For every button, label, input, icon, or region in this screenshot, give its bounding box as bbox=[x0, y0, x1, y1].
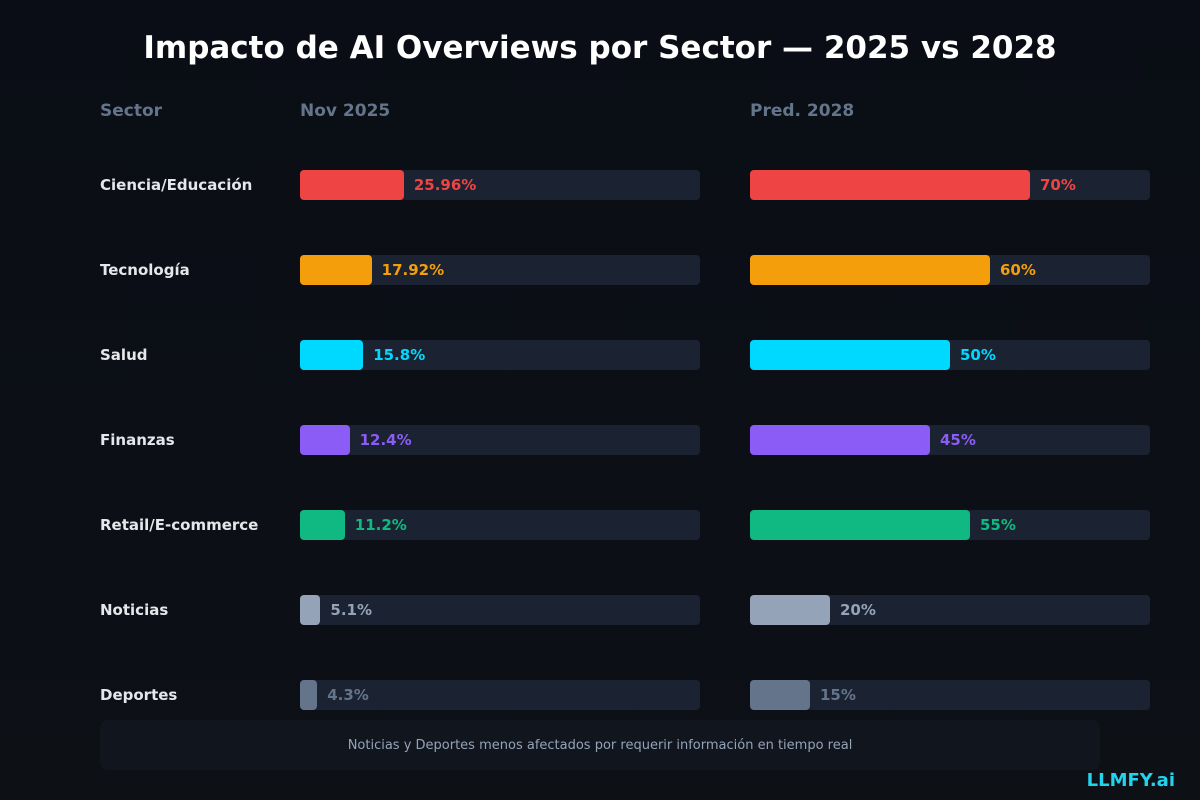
bar-2025 bbox=[300, 255, 372, 285]
bar-2025 bbox=[300, 340, 364, 370]
category-label: Finanzas bbox=[100, 431, 175, 449]
bar-track: 20% bbox=[750, 595, 1150, 625]
bar-2025 bbox=[300, 170, 404, 200]
bar-track: 45% bbox=[750, 425, 1150, 455]
data-label: 15.8% bbox=[373, 346, 426, 364]
chart-row: Salud 15.8% 50% bbox=[0, 340, 1200, 370]
chart-row: Retail/E-commerce 11.2% 55% bbox=[0, 510, 1200, 540]
bar-2028 bbox=[750, 170, 1030, 200]
bar-2025 bbox=[300, 680, 318, 710]
bar-2028 bbox=[750, 425, 930, 455]
bar-track: 55% bbox=[750, 510, 1150, 540]
chart-row: Finanzas 12.4% 45% bbox=[0, 425, 1200, 455]
bar-2028 bbox=[750, 595, 830, 625]
bar-track: 4.3% bbox=[300, 680, 700, 710]
data-label: 11.2% bbox=[354, 516, 407, 534]
chart-row: Noticias 5.1% 20% bbox=[0, 595, 1200, 625]
data-label: 17.92% bbox=[381, 261, 445, 279]
bar-2028 bbox=[750, 340, 950, 370]
bar-track: 15% bbox=[750, 680, 1150, 710]
data-label: 25.96% bbox=[413, 176, 477, 194]
category-label: Tecnología bbox=[100, 261, 190, 279]
category-label: Deportes bbox=[100, 686, 178, 704]
brand-logo: LLMFY.ai bbox=[1086, 770, 1175, 791]
category-label: Retail/E-commerce bbox=[100, 516, 259, 534]
bar-2025 bbox=[300, 595, 321, 625]
bar-track: 11.2% bbox=[300, 510, 700, 540]
category-label: Noticias bbox=[100, 601, 169, 619]
chart-title: Impacto de AI Overviews por Sector — 202… bbox=[143, 30, 1057, 66]
data-label: 4.3% bbox=[327, 686, 369, 704]
bar-track: 25.96% bbox=[300, 170, 700, 200]
bar-track: 12.4% bbox=[300, 425, 700, 455]
bar-track: 5.1% bbox=[300, 595, 700, 625]
bar-2025 bbox=[300, 425, 350, 455]
data-label: 70% bbox=[1040, 176, 1076, 194]
bar-2028 bbox=[750, 510, 970, 540]
bar-track: 15.8% bbox=[300, 340, 700, 370]
bar-track: 60% bbox=[750, 255, 1150, 285]
data-label: 20% bbox=[840, 601, 876, 619]
data-label: 60% bbox=[1000, 261, 1036, 279]
annotation-note: Noticias y Deportes menos afectados por … bbox=[100, 720, 1100, 770]
bar-2028 bbox=[750, 680, 810, 710]
header-nov-2025: Nov 2025 bbox=[300, 101, 391, 121]
data-label: 50% bbox=[960, 346, 996, 364]
chart-row: Deportes 4.3% 15% bbox=[0, 680, 1200, 710]
chart-row: Ciencia/Educación 25.96% 70% bbox=[0, 170, 1200, 200]
bar-track: 50% bbox=[750, 340, 1150, 370]
header-pred-2028: Pred. 2028 bbox=[750, 101, 855, 121]
bar-2028 bbox=[750, 255, 990, 285]
category-label: Ciencia/Educación bbox=[100, 176, 253, 194]
chart-row: Tecnología 17.92% 60% bbox=[0, 255, 1200, 285]
bar-track: 17.92% bbox=[300, 255, 700, 285]
data-label: 55% bbox=[980, 516, 1016, 534]
bar-track: 70% bbox=[750, 170, 1150, 200]
data-label: 45% bbox=[940, 431, 976, 449]
data-label: 15% bbox=[820, 686, 856, 704]
data-label: 5.1% bbox=[330, 601, 372, 619]
bar-2025 bbox=[300, 510, 345, 540]
header-sector: Sector bbox=[100, 101, 163, 121]
category-label: Salud bbox=[100, 346, 148, 364]
data-label: 12.4% bbox=[359, 431, 412, 449]
